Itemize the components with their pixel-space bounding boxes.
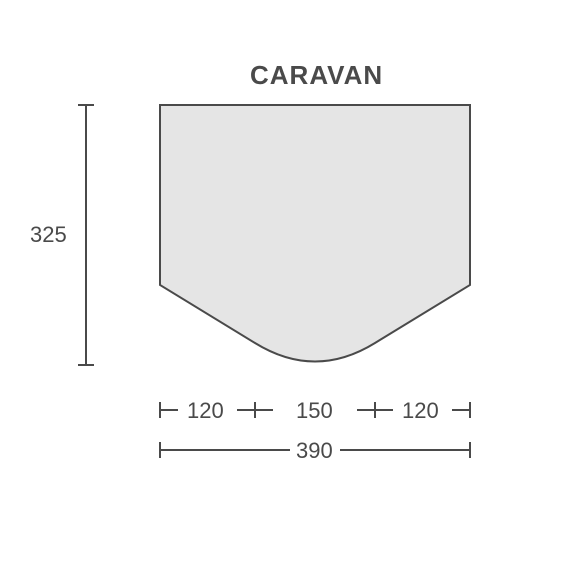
diagram-svg xyxy=(0,0,563,563)
seg1-label: 120 xyxy=(187,398,224,424)
height-label: 325 xyxy=(30,222,67,248)
vertical-dimension xyxy=(78,105,94,365)
total-width-label: 390 xyxy=(296,438,333,464)
seg2-label: 150 xyxy=(296,398,333,424)
seg3-label: 120 xyxy=(402,398,439,424)
diagram-canvas: CARAVAN xyxy=(0,0,563,563)
awning-shape xyxy=(160,105,470,362)
